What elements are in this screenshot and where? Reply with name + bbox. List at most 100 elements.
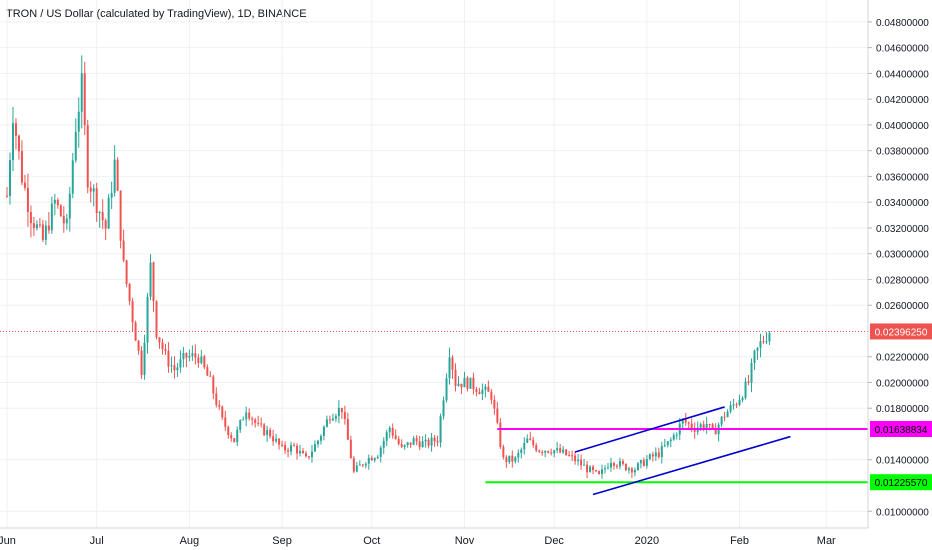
candle-body bbox=[436, 441, 439, 443]
candle-body bbox=[290, 445, 293, 452]
candle-body bbox=[352, 458, 355, 472]
candle-body bbox=[571, 455, 574, 457]
candle-body bbox=[687, 422, 690, 424]
candle-body bbox=[675, 434, 678, 436]
candle-body bbox=[633, 469, 636, 473]
price-tick-label: 0.03200000 bbox=[876, 224, 929, 235]
candle-body bbox=[167, 350, 170, 367]
candle-body bbox=[77, 111, 80, 132]
candle-body bbox=[370, 457, 373, 461]
price-tick-label: 0.03600000 bbox=[876, 172, 929, 183]
support-badge-bg bbox=[870, 474, 932, 491]
candle-body bbox=[83, 73, 86, 126]
candle-body bbox=[179, 359, 182, 368]
candle-body bbox=[759, 341, 762, 348]
candle-body bbox=[155, 301, 158, 338]
candle-body bbox=[499, 422, 502, 447]
candle-body bbox=[299, 450, 302, 454]
candle-body bbox=[636, 463, 639, 470]
candle-body bbox=[260, 423, 263, 425]
candle-body bbox=[68, 193, 71, 219]
candle-body bbox=[457, 383, 460, 386]
candle-body bbox=[20, 151, 23, 183]
candle-body bbox=[278, 438, 281, 445]
candle-body bbox=[188, 355, 191, 358]
candle-body bbox=[493, 399, 496, 409]
candle-body bbox=[62, 216, 65, 224]
candle-body bbox=[47, 225, 50, 231]
candle-body bbox=[38, 224, 41, 226]
candle-body bbox=[173, 365, 176, 371]
grid-lines bbox=[0, 0, 868, 528]
candle-body bbox=[562, 449, 565, 453]
candle-body bbox=[346, 418, 349, 440]
candle-body bbox=[705, 424, 708, 429]
candle-body bbox=[107, 197, 110, 229]
candle-body bbox=[158, 337, 161, 343]
candle-body bbox=[738, 399, 741, 405]
candle-body bbox=[532, 439, 535, 446]
price-tick-label: 0.01800000 bbox=[876, 404, 929, 415]
candle-body bbox=[397, 438, 400, 445]
candle-body bbox=[606, 467, 609, 469]
candle-body bbox=[191, 353, 194, 356]
candle-body bbox=[741, 398, 744, 400]
candle-body bbox=[17, 135, 20, 152]
candle-body bbox=[609, 463, 612, 468]
candle-body bbox=[765, 341, 768, 343]
candle-body bbox=[445, 378, 448, 401]
candle-body bbox=[11, 123, 14, 161]
candle-body bbox=[463, 377, 466, 388]
candle-body bbox=[409, 442, 412, 445]
candle-body bbox=[768, 333, 771, 342]
candle-body bbox=[621, 461, 624, 464]
candle-body bbox=[487, 386, 490, 392]
candle-body bbox=[708, 424, 711, 426]
candle-body bbox=[170, 365, 173, 367]
candle-body bbox=[113, 159, 116, 193]
price-tick-label: 0.04600000 bbox=[876, 44, 929, 55]
candle-body bbox=[526, 438, 529, 443]
time-tick-label: Aug bbox=[180, 535, 200, 547]
candle-body bbox=[322, 426, 325, 436]
candle-body bbox=[355, 465, 358, 472]
candle-body bbox=[293, 445, 296, 447]
time-tick-label: Jun bbox=[0, 535, 16, 547]
candle-body bbox=[589, 466, 592, 473]
candle-body bbox=[218, 404, 221, 407]
chart-title: TRON / US Dollar (calculated by TradingV… bbox=[6, 8, 307, 20]
candle-body bbox=[681, 419, 684, 424]
candle-body bbox=[427, 439, 430, 446]
candle-body bbox=[559, 448, 562, 453]
candle-body bbox=[481, 389, 484, 395]
candle-body bbox=[729, 405, 732, 412]
price-axis[interactable]: 0.04800000 0.04600000 0.04400000 0.04200000… bbox=[868, 18, 929, 518]
candle-body bbox=[744, 381, 747, 399]
candle-body bbox=[104, 220, 107, 229]
candle-body bbox=[334, 416, 337, 419]
candle-body bbox=[598, 471, 601, 475]
price-tick-label: 0.02800000 bbox=[876, 275, 929, 286]
candle-body bbox=[732, 404, 735, 406]
candle-body bbox=[529, 438, 532, 440]
candle-body bbox=[550, 452, 553, 454]
candle-body bbox=[125, 260, 128, 284]
candle-body bbox=[520, 449, 523, 454]
time-tick-label: Dec bbox=[544, 535, 564, 547]
candle-body bbox=[257, 422, 260, 424]
candle-body bbox=[391, 427, 394, 436]
candle-body bbox=[577, 459, 580, 462]
time-axis[interactable]: Jun Jul Aug Sep Oct Nov Dec 2020 Feb Mar bbox=[0, 535, 836, 547]
candle-body bbox=[53, 199, 56, 204]
candle-body bbox=[367, 457, 370, 464]
candle-body bbox=[514, 457, 517, 462]
candle-body bbox=[484, 386, 487, 390]
candle-body bbox=[421, 441, 424, 448]
candle-body bbox=[275, 438, 278, 442]
candle-body bbox=[128, 283, 131, 302]
candle-body bbox=[735, 404, 738, 406]
price-tick-label: 0.04000000 bbox=[876, 121, 929, 132]
candle-body bbox=[29, 212, 32, 224]
